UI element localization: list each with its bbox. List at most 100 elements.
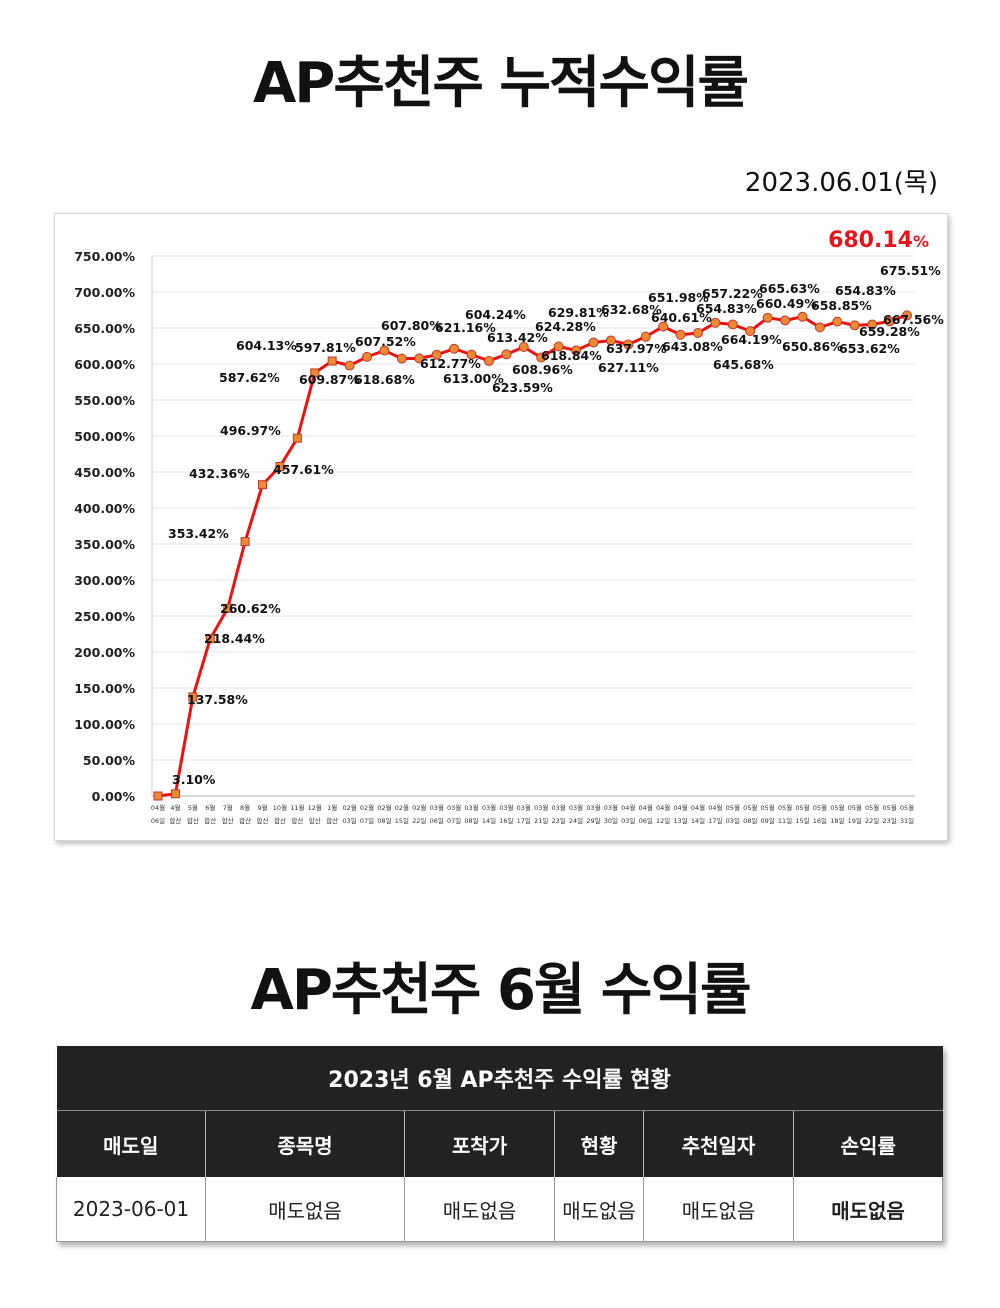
x-tick-label: 합산 bbox=[239, 816, 251, 825]
x-tick-label: 17일 bbox=[708, 816, 722, 825]
y-tick-label: 0.00% bbox=[92, 789, 136, 804]
x-tick-label: 06일 bbox=[430, 816, 444, 825]
data-point bbox=[727, 319, 738, 330]
data-point bbox=[223, 603, 233, 613]
data-label: 608.96% bbox=[512, 362, 573, 377]
cell-status: 매도없음 bbox=[554, 1177, 644, 1242]
data-point bbox=[658, 321, 669, 332]
x-tick-label: 30일 bbox=[604, 816, 618, 825]
data-label: 651.98% bbox=[648, 290, 709, 305]
data-label: 621.16% bbox=[435, 320, 496, 335]
cell-sell-date: 2023-06-01 bbox=[56, 1177, 206, 1242]
line-chart: 0.00% 50.00% 100.00% 150.00% 200.00% 250.00% 3… bbox=[74, 249, 944, 825]
data-point bbox=[483, 355, 494, 366]
x-tick-label: 8월 bbox=[240, 803, 250, 812]
data-label: 658.85% bbox=[811, 298, 872, 313]
data-point bbox=[449, 343, 460, 354]
table-row: 2023-06-01 매도없음 매도없음 매도없음 매도없음 매도없음 bbox=[56, 1177, 944, 1242]
report-date: 2023.06.01(목) bbox=[744, 168, 938, 198]
x-tick-label: 18일 bbox=[830, 816, 844, 825]
table-caption: 2023년 6월 AP추천주 수익률 현황 bbox=[56, 1046, 943, 1111]
section-title: AP추천주 6월 수익률 bbox=[250, 958, 752, 1023]
data-point bbox=[292, 433, 302, 443]
data-label: 613.42% bbox=[487, 330, 548, 345]
x-tick-label: 1월 bbox=[327, 803, 337, 812]
x-tick-label: 23일 bbox=[551, 816, 565, 825]
data-label: 640.61% bbox=[651, 310, 712, 325]
x-tick-label: 합산 bbox=[291, 816, 303, 825]
x-tick-label: 06일 bbox=[639, 816, 653, 825]
x-tick-label: 03월 bbox=[430, 803, 444, 812]
x-tick-label: 합산 bbox=[187, 816, 199, 825]
x-tick-label: 08일 bbox=[377, 816, 391, 825]
x-tick-label: 05월 bbox=[795, 803, 809, 812]
data-point bbox=[536, 352, 547, 363]
data-point bbox=[310, 368, 320, 378]
x-tick-label: 11월 bbox=[290, 803, 304, 812]
x-tick-label: 03월 bbox=[517, 803, 531, 812]
y-tick-label: 400.00% bbox=[74, 501, 135, 516]
cell-stock-name: 매도없음 bbox=[205, 1177, 405, 1242]
data-label: 597.81% bbox=[295, 340, 356, 355]
x-tick-label: 04월 bbox=[673, 803, 687, 812]
data-label: 623.59% bbox=[492, 380, 553, 395]
data-label: 260.62% bbox=[220, 601, 281, 616]
data-point bbox=[623, 339, 634, 350]
x-tick-label: 02월 bbox=[342, 803, 356, 812]
x-tick-label: 05월 bbox=[761, 803, 775, 812]
x-tick-label: 05월 bbox=[778, 803, 792, 812]
y-tick-label: 300.00% bbox=[74, 573, 135, 588]
cumulative-return-chart: 0.00% 50.00% 100.00% 150.00% 200.00% 250.00% 3… bbox=[54, 213, 948, 841]
x-tick-label: 합산 bbox=[274, 816, 286, 825]
x-tick-label: 6월 bbox=[205, 803, 215, 812]
data-label: 604.13% bbox=[236, 338, 297, 353]
data-label: 650.86% bbox=[782, 339, 843, 354]
y-tick-label: 350.00% bbox=[74, 537, 135, 552]
monthly-return-table: 2023년 6월 AP추천주 수익률 현황 매도일 종목명 포착가 현황 추천일… bbox=[56, 1046, 944, 1242]
x-tick-label: 08일 bbox=[464, 816, 478, 825]
data-label: 627.11% bbox=[598, 360, 659, 375]
x-tick-label: 02월 bbox=[395, 803, 409, 812]
data-point bbox=[327, 356, 337, 366]
y-tick-label: 550.00% bbox=[74, 393, 135, 408]
data-point bbox=[780, 315, 791, 326]
header-profit-rate: 손익률 bbox=[792, 1110, 943, 1177]
data-point bbox=[258, 480, 268, 490]
x-tick-label: 03월 bbox=[482, 803, 496, 812]
x-tick-label: 03월 bbox=[586, 803, 600, 812]
data-point bbox=[344, 360, 355, 371]
y-tick-label: 450.00% bbox=[74, 465, 135, 480]
x-tick-label: 합산 bbox=[257, 816, 269, 825]
data-point bbox=[902, 310, 912, 321]
final-value-number: 680.14 bbox=[828, 228, 913, 253]
data-label: 624.28% bbox=[535, 319, 596, 334]
data-point bbox=[605, 335, 616, 346]
x-tick-label: 03월 bbox=[447, 803, 461, 812]
data-label: 664.19% bbox=[721, 332, 782, 347]
x-tick-label: 31일 bbox=[900, 816, 914, 825]
data-label: 612.77% bbox=[420, 356, 481, 371]
data-label: 613.00% bbox=[443, 371, 504, 386]
x-tick-label: 02월 bbox=[412, 803, 426, 812]
cell-recommend-date: 매도없음 bbox=[643, 1177, 794, 1242]
data-label: 587.62% bbox=[219, 370, 280, 385]
data-label: 3.10% bbox=[172, 772, 216, 787]
data-label: 607.52% bbox=[355, 334, 416, 349]
data-label: 660.49% bbox=[756, 296, 817, 311]
x-tick-label: 05월 bbox=[865, 803, 879, 812]
x-tick-label: 03일 bbox=[726, 816, 740, 825]
data-label: 665.63% bbox=[759, 281, 820, 296]
data-point bbox=[240, 537, 250, 547]
x-tick-label: 합산 bbox=[309, 816, 321, 825]
x-tick-label: 22일 bbox=[412, 816, 426, 825]
data-point bbox=[414, 353, 425, 364]
x-tick-label: 03월 bbox=[499, 803, 513, 812]
x-tick-label: 03월 bbox=[464, 803, 478, 812]
y-tick-label: 150.00% bbox=[74, 681, 135, 696]
x-tick-label: 15일 bbox=[395, 816, 409, 825]
data-point bbox=[431, 349, 442, 360]
x-tick-label: 4월 bbox=[170, 803, 180, 812]
y-tick-label: 650.00% bbox=[74, 321, 135, 336]
data-label: 609.87% bbox=[299, 372, 360, 387]
data-label: 604.24% bbox=[465, 307, 526, 322]
